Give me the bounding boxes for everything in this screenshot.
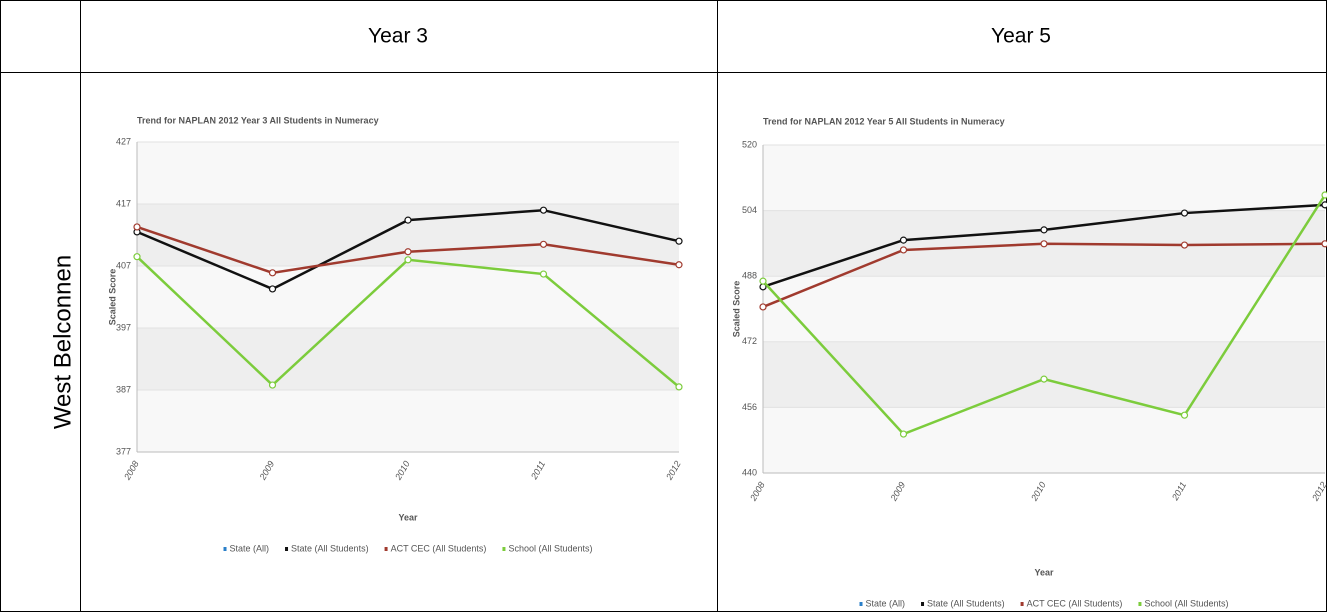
y-axis-label: Scaled Score — [731, 281, 741, 338]
data-point — [1321, 191, 1327, 199]
data-point — [759, 277, 767, 285]
y-tick-label: 472 — [742, 336, 757, 346]
data-point — [899, 246, 908, 254]
legend-label: ACT CEC (All Students) — [391, 543, 487, 553]
data-point — [268, 269, 277, 277]
y-tick-label: 397 — [116, 322, 131, 332]
data-point — [268, 381, 277, 389]
data-point — [1321, 240, 1327, 248]
data-point — [404, 248, 412, 256]
data-point — [675, 261, 683, 269]
data-point — [899, 430, 908, 438]
plot-band — [137, 328, 679, 390]
plot-band — [137, 266, 679, 328]
legend-label: School (All Students) — [508, 543, 592, 553]
data-point — [539, 270, 548, 278]
data-point — [404, 216, 412, 224]
legend-swatch — [1138, 602, 1142, 606]
legend-swatch — [502, 547, 506, 551]
plot-band — [137, 204, 679, 266]
chart-title: Trend for NAPLAN 2012 Year 3 All Student… — [137, 115, 379, 125]
plot-band — [763, 145, 1325, 211]
data-point — [675, 383, 683, 391]
data-point — [759, 303, 767, 311]
y-tick-label: 520 — [742, 139, 757, 149]
y-tick-label: 504 — [742, 205, 757, 215]
data-point — [899, 236, 908, 244]
legend-swatch — [223, 547, 227, 551]
data-point — [539, 206, 548, 214]
legend-label: School (All Students) — [1144, 598, 1228, 608]
row-label: West Belconnen — [49, 255, 76, 429]
data-point — [1321, 201, 1327, 209]
chart-title: Trend for NAPLAN 2012 Year 5 All Student… — [763, 116, 1005, 126]
column-header: Year 5 — [991, 25, 1051, 48]
y-tick-label: 456 — [742, 402, 757, 412]
legend-swatch — [921, 602, 925, 606]
data-point — [539, 240, 548, 248]
legend-swatch — [384, 547, 388, 551]
plot-band — [137, 390, 679, 452]
legend: State (All) State (All Students) ACT CEC (… — [223, 543, 592, 553]
y-tick-label: 387 — [116, 384, 131, 394]
data-point — [1040, 375, 1048, 383]
legend-label: State (All Students) — [927, 598, 1005, 608]
y-tick-label: 377 — [116, 446, 131, 456]
y-tick-label: 427 — [116, 136, 131, 146]
data-point — [133, 253, 141, 261]
y-axis-label: Scaled Score — [107, 269, 117, 326]
legend-label: ACT CEC (All Students) — [1027, 598, 1123, 608]
data-point — [133, 223, 141, 231]
legend-label: State (All Students) — [291, 543, 369, 553]
plot-band — [137, 142, 679, 204]
legend-label: State (All) — [230, 543, 270, 553]
data-point — [1180, 241, 1189, 249]
y-tick-label: 488 — [742, 271, 757, 281]
plot-band — [763, 407, 1325, 473]
data-point — [1180, 209, 1189, 217]
legend-swatch — [859, 602, 863, 606]
plot-band — [763, 341, 1325, 408]
data-point — [675, 237, 683, 245]
data-point — [1040, 240, 1048, 248]
y-tick-label: 407 — [116, 260, 131, 270]
legend-label: State (All) — [866, 598, 906, 608]
y-tick-label: 440 — [742, 467, 757, 477]
data-point — [268, 285, 277, 293]
legend-swatch — [285, 547, 289, 551]
y-tick-label: 417 — [116, 198, 131, 208]
x-axis-label: Year — [398, 512, 418, 522]
legend: State (All) State (All Students) ACT CEC (… — [859, 598, 1228, 608]
data-point — [404, 256, 412, 264]
column-header: Year 3 — [368, 25, 428, 48]
legend-swatch — [1020, 602, 1024, 606]
data-point — [1180, 411, 1189, 419]
data-point — [1040, 226, 1048, 234]
x-axis-label: Year — [1034, 567, 1054, 577]
plot-band — [763, 276, 1325, 342]
